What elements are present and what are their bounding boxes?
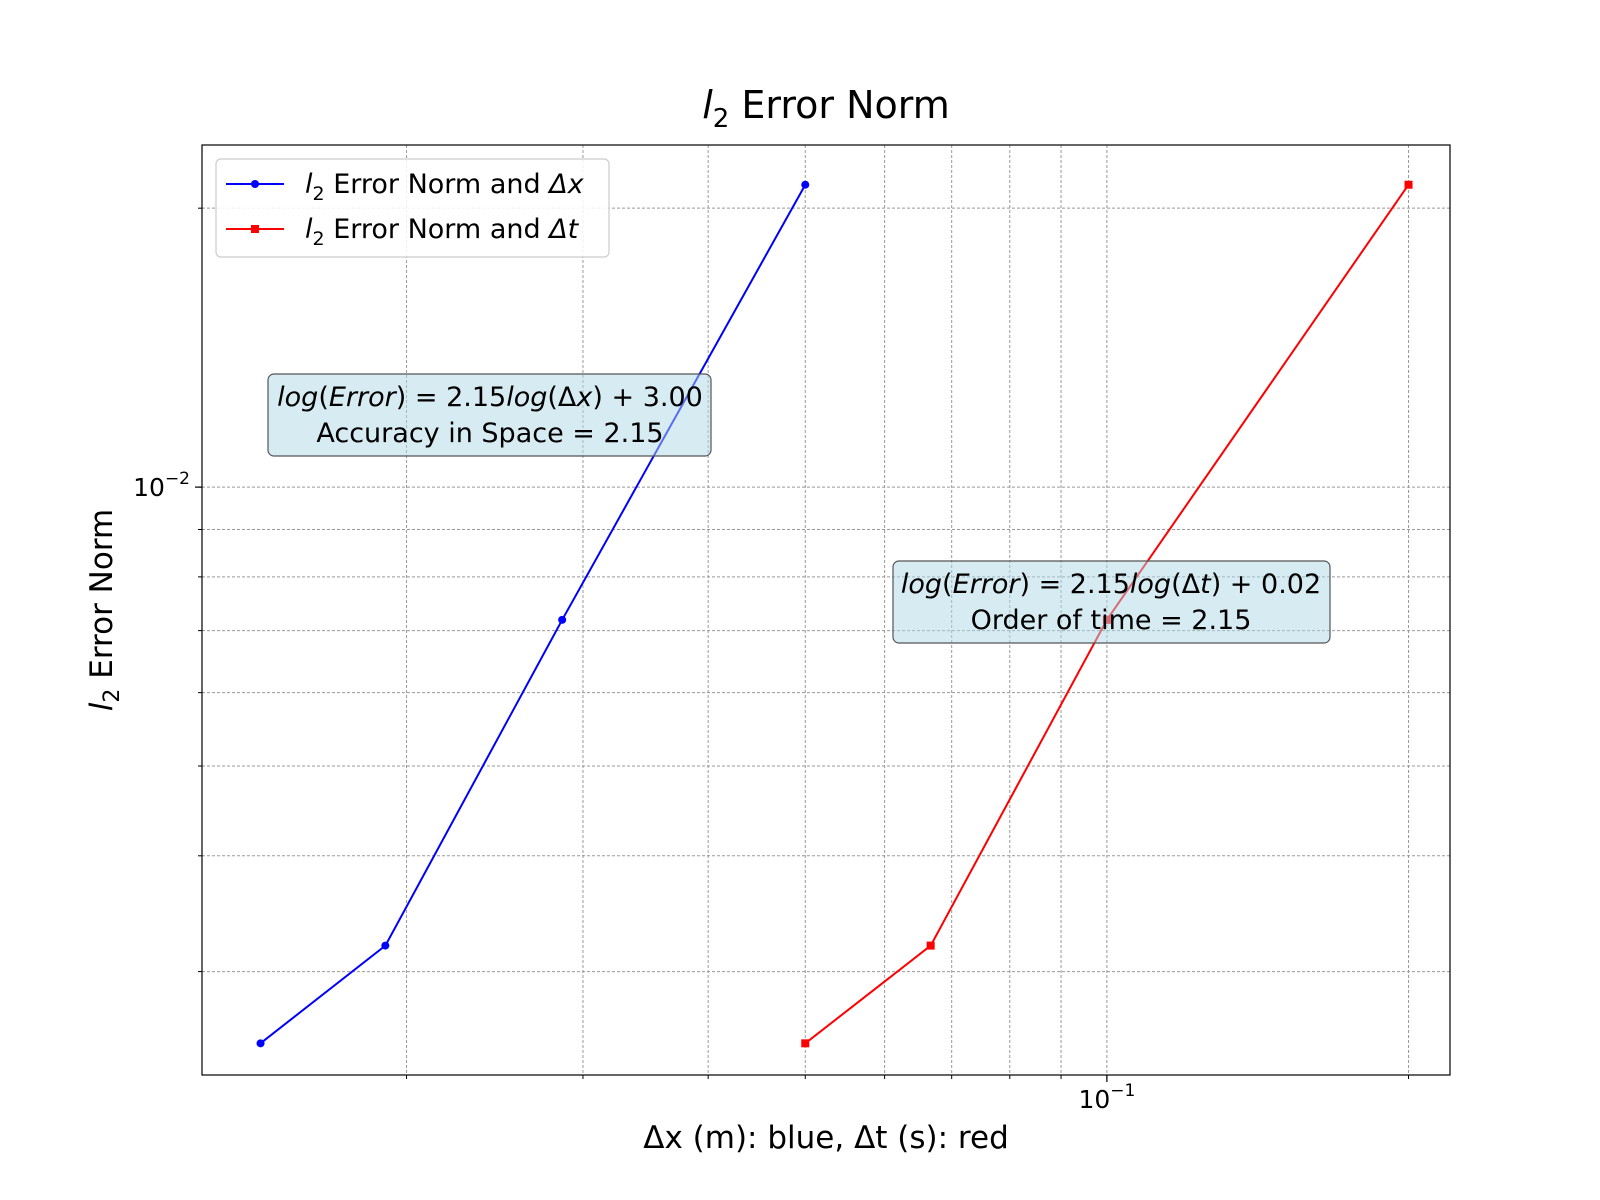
legend-label-dx: l2 Error Norm and Δx [305,169,585,205]
legend: l2 Error Norm and Δx l2 Error Norm and Δ… [215,158,610,258]
annotation-time-equation: log(Error) = 2.15log(Δt) + 0.02 [901,569,1321,600]
series-line-0 [259,184,807,1045]
series-line-1 [804,184,1410,1045]
grid-lines [198,145,1450,1079]
legend-label-dt: l2 Error Norm and Δt [305,214,580,250]
annotation-space-equation: log(Error) = 2.15log(Δx) + 3.00 [277,382,703,413]
x-axis-label: Δx (m): blue, Δt (s): red [643,1120,1009,1156]
legend-marker-dx [251,180,259,188]
annotation-time-box [892,560,1331,644]
chart-title: l2 Error Norm [702,83,950,134]
series-0-point [256,1039,265,1048]
annotation-space: log(Error) = 2.15log(Δx) + 3.00 Accuracy… [267,373,712,457]
series-1-point [926,941,935,950]
series-1-point [801,1039,810,1048]
x-tick-label: 10−1 [1078,1081,1135,1114]
annotation-space-box [267,373,712,457]
series-0-point [558,615,567,624]
series-0-point [381,941,390,950]
annotation-time-order: Order of time = 2.15 [971,605,1252,636]
plot-frame [201,144,1451,1076]
series-1-point [1404,180,1413,189]
legend-box [215,158,610,258]
y-tick-label: 10−2 [133,469,190,502]
annotation-time: log(Error) = 2.15log(Δt) + 0.02 Order of… [892,560,1331,644]
annotation-space-accuracy: Accuracy in Space = 2.15 [316,418,663,449]
series-0-point [801,180,810,189]
y-axis-label: l2 Error Norm [84,509,125,711]
legend-marker-dt [251,225,259,233]
